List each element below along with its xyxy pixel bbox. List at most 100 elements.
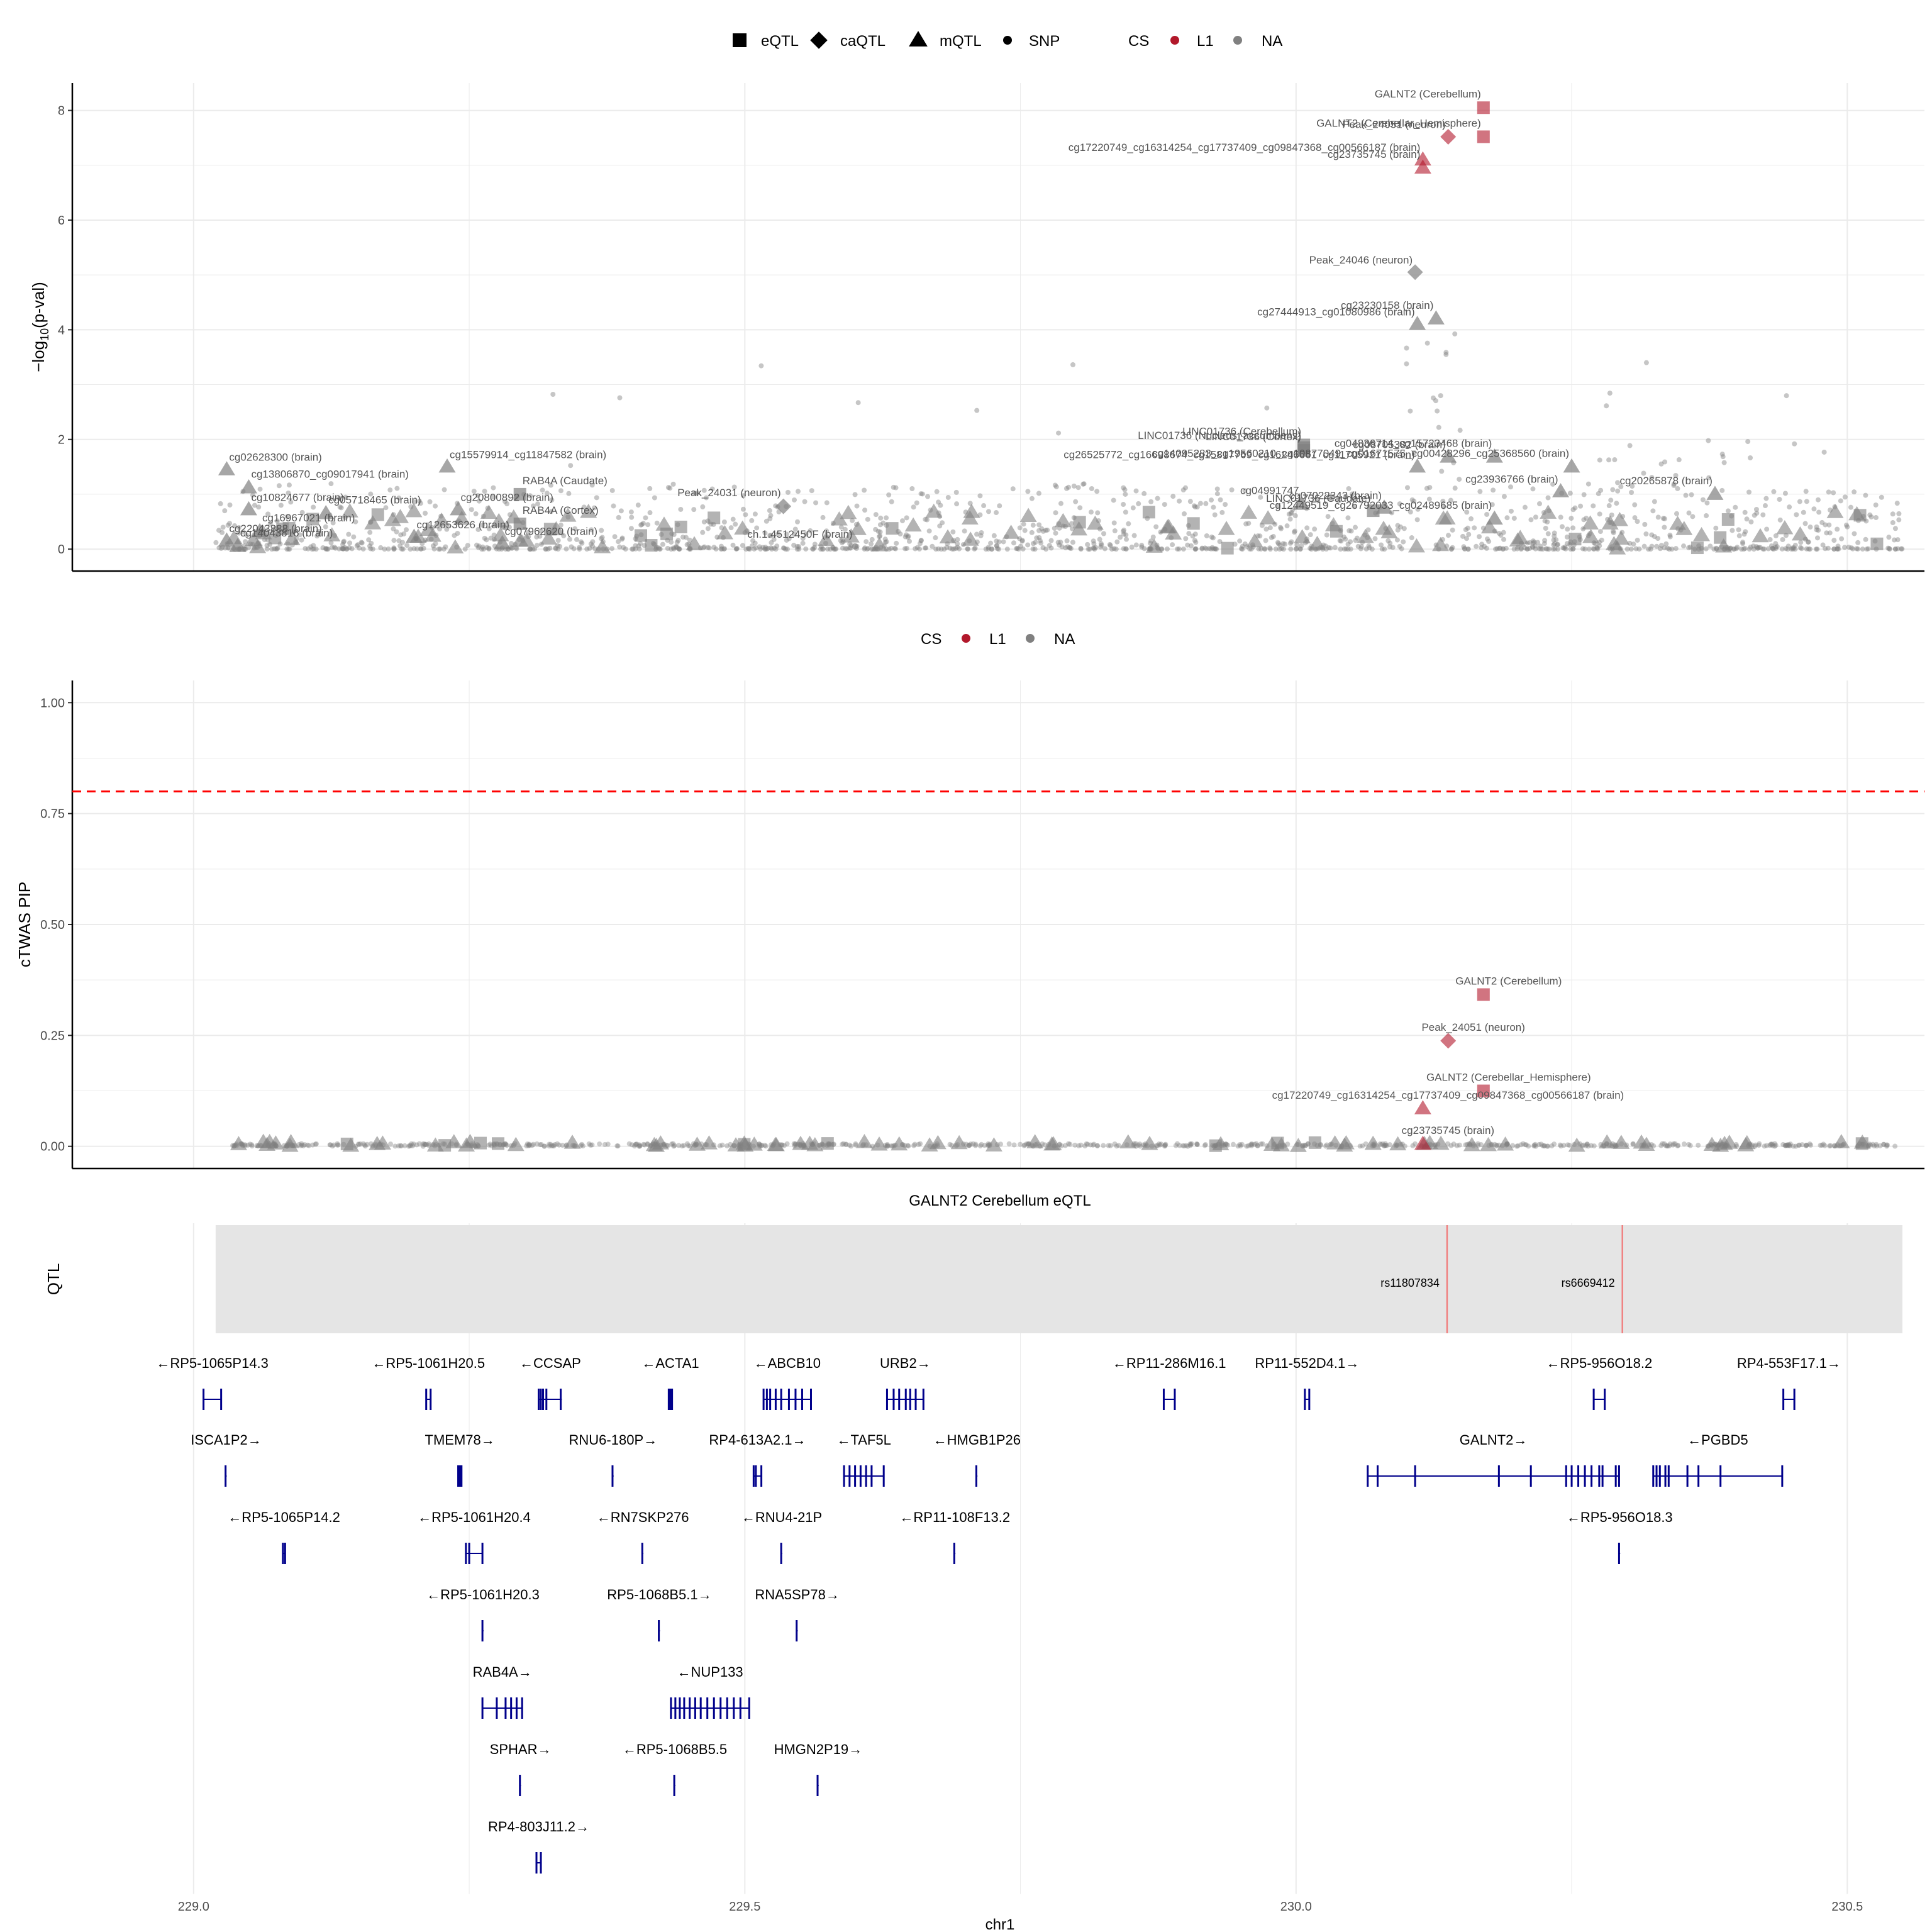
snp-point [1864, 547, 1870, 552]
snp-point [1777, 497, 1782, 502]
snp-point [1040, 545, 1046, 550]
snp-point [479, 547, 485, 552]
snp-point [1070, 540, 1075, 545]
snp-point [353, 519, 358, 525]
snp-point [1757, 1141, 1762, 1146]
snp-point [843, 546, 848, 552]
labeled-point [1552, 483, 1570, 497]
qtl-point [543, 523, 557, 536]
snp-point [1706, 475, 1712, 480]
gene-exon [459, 1465, 462, 1487]
snp-point [683, 535, 689, 540]
snp-point [1615, 488, 1621, 494]
snp-point [486, 545, 492, 551]
qtl-point [855, 1133, 873, 1148]
snp-point [1784, 1142, 1790, 1148]
snp-point [1170, 542, 1175, 548]
snp-point [1358, 546, 1363, 552]
labeled-point [229, 538, 247, 552]
snp-point [767, 533, 773, 538]
gene-exon [739, 1697, 741, 1719]
snp-point [884, 1141, 890, 1147]
snp-point [701, 544, 707, 550]
legend-label-eqtl: eQTL [761, 33, 799, 50]
snp-point [1835, 543, 1841, 549]
snp-point [1345, 547, 1351, 552]
snp-point [796, 544, 802, 550]
snp-point [1326, 545, 1331, 550]
snp-point [1868, 514, 1874, 519]
snp-point [602, 1141, 608, 1147]
snp-point [305, 525, 311, 530]
snp-point [1561, 1143, 1567, 1148]
legend-key-snp [1003, 36, 1012, 45]
snp-point [1696, 1143, 1701, 1148]
snp-point [636, 546, 642, 552]
snp-point [1739, 547, 1745, 552]
qtl-point [985, 1137, 1002, 1152]
snp-point [1564, 534, 1570, 540]
snp-point [1348, 547, 1353, 552]
legend-key-na [1026, 634, 1035, 643]
snp-point [616, 539, 621, 545]
snp-point [1246, 521, 1252, 526]
snp-point [1526, 1143, 1531, 1149]
snp-point [1124, 536, 1130, 542]
snp-point [1767, 536, 1773, 542]
qtl-point [1002, 525, 1020, 539]
snp-point [1070, 362, 1075, 367]
snp-point [1786, 1143, 1792, 1148]
snp-point [1819, 1142, 1825, 1148]
snp-point [339, 546, 345, 552]
snp-point [1230, 1141, 1236, 1147]
snp-point [1353, 538, 1358, 543]
qtl-point [1776, 520, 1794, 535]
snp-point [1067, 545, 1073, 550]
snp-point [1348, 528, 1354, 534]
snp-point [1187, 1143, 1193, 1148]
snp-point [567, 536, 572, 542]
gene-exon [796, 1620, 798, 1641]
snp-point [1568, 547, 1574, 552]
snp-point [1395, 527, 1401, 533]
snp-point [1641, 470, 1646, 476]
snp-point [813, 500, 819, 506]
snp-point [1683, 492, 1689, 498]
snp-point [1890, 511, 1896, 517]
snp-point [1211, 504, 1216, 510]
qtl-point [559, 508, 577, 522]
snp-point [1803, 489, 1809, 494]
snp-point [684, 1141, 690, 1146]
snp-point [853, 1142, 858, 1148]
snp-point [1457, 477, 1462, 482]
snp-point [1779, 546, 1785, 552]
snp-point [1390, 545, 1396, 550]
snp-point [1067, 545, 1072, 551]
snp-point [1188, 543, 1194, 548]
labeled-point [251, 523, 269, 538]
snp-point [630, 546, 636, 552]
snp-point [796, 547, 802, 552]
snp-point [1197, 501, 1203, 506]
snp-point [427, 499, 433, 504]
snp-point [1095, 510, 1101, 516]
snp-point [1787, 1143, 1793, 1148]
snp-point [1180, 546, 1186, 552]
snp-point [310, 1142, 316, 1148]
snp-point [1804, 499, 1809, 504]
snp-point [1533, 543, 1538, 549]
snp-point [1240, 547, 1245, 552]
snp-point [1545, 495, 1551, 501]
snp-point [394, 529, 399, 535]
snp-point [877, 534, 882, 540]
snp-point [1545, 519, 1550, 525]
snp-point [1324, 532, 1330, 538]
snp-point [1089, 486, 1094, 491]
qtl-point [1613, 1135, 1630, 1149]
snp-point [1511, 516, 1517, 521]
snp-point [408, 547, 413, 552]
snp-point [1387, 1142, 1392, 1148]
snp-point [1543, 546, 1549, 552]
snp-point [886, 492, 892, 497]
